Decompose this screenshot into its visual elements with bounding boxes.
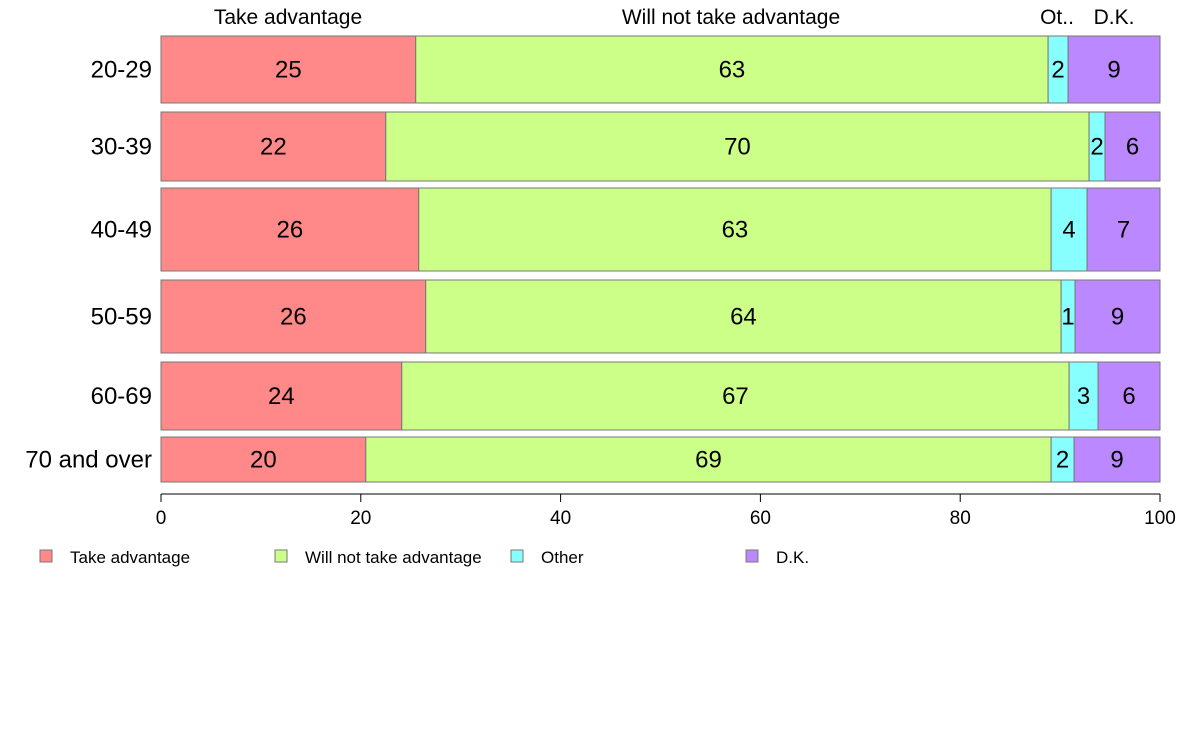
data-label: 9 [1107, 57, 1120, 84]
data-label: 70 [724, 134, 751, 161]
data-label: 2 [1056, 447, 1069, 474]
data-label: 3 [1077, 383, 1090, 410]
data-label: 63 [719, 57, 746, 84]
legend-label: D.K. [776, 548, 809, 567]
column-header: Ot.. [1040, 6, 1074, 29]
bar-segment [160, 187, 420, 272]
legend-swatch [510, 549, 524, 563]
data-label: 69 [695, 447, 722, 474]
data-label: 9 [1111, 304, 1124, 331]
bar-segment [1074, 279, 1161, 354]
category-label: 60-69 [91, 383, 152, 410]
bar-segment [160, 279, 427, 354]
legend-label: Take advantage [70, 548, 190, 567]
bar-segment [1068, 361, 1099, 431]
data-label: 26 [280, 304, 307, 331]
data-label: 24 [268, 383, 295, 410]
data-label: 6 [1122, 383, 1135, 410]
bar-segment [365, 436, 1052, 483]
data-label: 9 [1110, 447, 1123, 474]
data-label: 7 [1117, 217, 1130, 244]
bar-segment [160, 361, 403, 431]
bar-segment [1104, 111, 1161, 182]
bar-segment [160, 111, 387, 182]
bar-segment [1050, 187, 1088, 272]
bar-segment [160, 35, 417, 104]
x-tick-label: 0 [156, 508, 167, 529]
category-label: 50-59 [91, 304, 152, 331]
data-label: 63 [722, 217, 749, 244]
data-label: 26 [277, 217, 304, 244]
column-header: Take advantage [214, 6, 362, 29]
data-label: 67 [722, 383, 749, 410]
category-label: 40-49 [91, 217, 152, 244]
data-label: 22 [260, 134, 287, 161]
data-label: 2 [1090, 134, 1103, 161]
legend-label: Will not take advantage [305, 548, 482, 567]
data-label: 25 [275, 57, 302, 84]
bar-segment [415, 35, 1049, 104]
bar-segment [1097, 361, 1161, 431]
x-tick-label: 20 [350, 508, 371, 529]
legend-label: Other [541, 548, 584, 567]
data-label: 1 [1061, 304, 1074, 331]
x-tick-label: 100 [1144, 508, 1176, 529]
bar-segment [1086, 187, 1161, 272]
category-label: 20-29 [91, 57, 152, 84]
x-tick-label: 80 [950, 508, 971, 529]
bar-segment [401, 361, 1070, 431]
category-label: 30-39 [91, 134, 152, 161]
data-label: 20 [250, 447, 277, 474]
bar-segment [385, 111, 1090, 182]
x-tick-label: 40 [550, 508, 571, 529]
bar-segment [418, 187, 1052, 272]
bar-segment [425, 279, 1062, 354]
bar-segment [160, 436, 367, 483]
legend-swatch [39, 549, 53, 563]
x-tick-label: 60 [750, 508, 771, 529]
data-label: 64 [730, 304, 757, 331]
column-header: D.K. [1094, 6, 1135, 29]
legend-swatch [274, 549, 288, 563]
category-label: 70 and over [25, 447, 152, 474]
column-header: Will not take advantage [622, 6, 840, 29]
legend-swatch [745, 549, 759, 563]
bar-segment [1067, 35, 1161, 104]
data-label: 4 [1062, 217, 1075, 244]
data-label: 6 [1126, 134, 1139, 161]
data-label: 2 [1051, 57, 1064, 84]
bar-segment [1073, 436, 1161, 483]
